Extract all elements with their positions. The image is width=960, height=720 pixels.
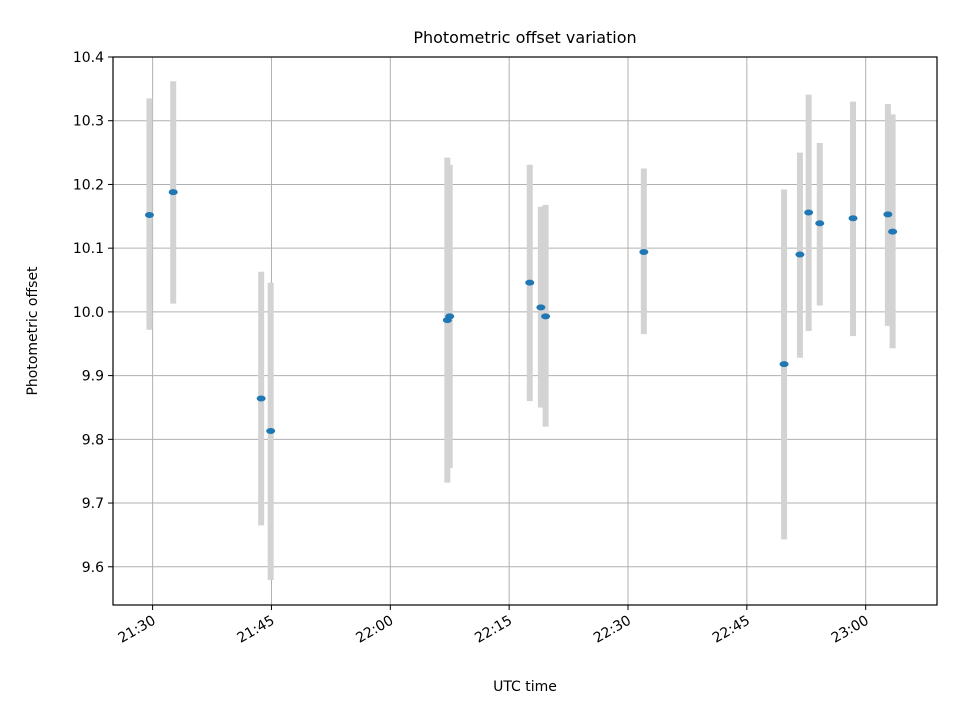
data-point [445, 313, 455, 320]
data-point [536, 304, 546, 311]
y-tick-label: 10.1 [73, 241, 104, 257]
y-tick-label: 10.0 [73, 305, 104, 321]
data-point [256, 395, 266, 402]
data-point [541, 313, 551, 320]
y-tick-label: 9.8 [82, 432, 104, 448]
data-point [815, 220, 825, 227]
data-point [779, 361, 789, 368]
data-point [795, 251, 805, 258]
data-point [168, 189, 178, 196]
y-tick-label: 10.3 [73, 114, 104, 130]
data-point [639, 248, 649, 255]
y-tick-label: 9.7 [82, 496, 104, 512]
data-point [848, 215, 858, 222]
chart-title: Photometric offset variation [413, 28, 636, 47]
data-point [144, 212, 154, 219]
y-ticks: 9.6 9.7 9.8 9.9 10.0 10.1 10.2 10.3 10.4 [73, 50, 113, 576]
data-point [804, 209, 814, 216]
y-tick-label: 9.9 [82, 369, 104, 385]
data-point [883, 211, 893, 218]
data-point [266, 428, 276, 435]
data-point [888, 228, 898, 235]
plot-frame [112, 56, 938, 606]
y-tick-label: 10.2 [73, 177, 104, 193]
data-point [525, 279, 535, 286]
x-axis-label: UTC time [493, 679, 557, 695]
y-tick-label: 10.4 [73, 50, 104, 66]
y-axis-label: Photometric offset [25, 266, 41, 396]
data-points [144, 189, 898, 435]
y-tick-label: 9.6 [82, 560, 104, 576]
